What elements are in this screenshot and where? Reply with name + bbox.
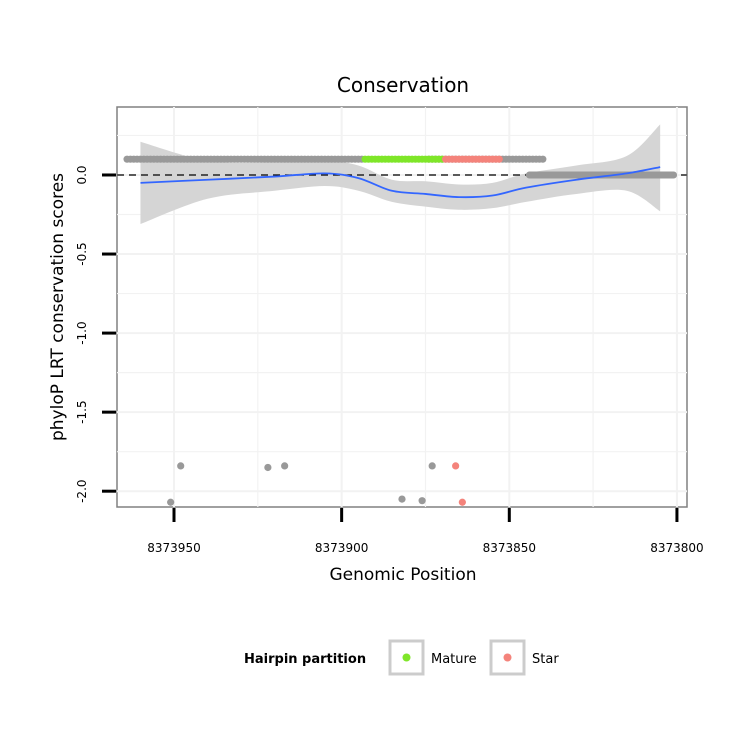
legend-label-star: Star <box>532 652 559 667</box>
smooth-trend-line <box>140 166 661 199</box>
legend-entry-mature: Mature <box>388 639 477 676</box>
point-other <box>398 495 406 503</box>
point-other <box>418 497 426 505</box>
x-tick-label: 8373950 <box>147 541 200 555</box>
point-other <box>177 462 185 470</box>
confidence-ribbon <box>140 124 661 224</box>
x-tick-label: 8373900 <box>315 541 368 555</box>
y-tick-label: -0.5 <box>75 242 89 265</box>
y-tick-label: 0.0 <box>75 165 89 184</box>
chart-title: Conservation <box>337 73 469 97</box>
legend-label-mature: Mature <box>431 652 477 667</box>
axes-layer: 8373950 8373900 8373850 8373800 0.0 -0.5 -1.0 -… <box>75 165 704 555</box>
point-other <box>167 498 175 506</box>
y-tick-label: -1.5 <box>75 400 89 423</box>
point-other <box>539 155 547 163</box>
legend-swatch-mature <box>402 653 411 662</box>
y-tick-label: -2.0 <box>75 479 89 502</box>
point-other <box>264 463 272 472</box>
legend-title: Hairpin partition <box>244 652 366 667</box>
x-axis-title: Genomic Position <box>329 565 476 585</box>
x-tick-label: 8373800 <box>650 541 703 555</box>
point-star <box>458 498 466 506</box>
legend-swatch-star <box>503 653 512 662</box>
legend: Hairpin partition Mature Star <box>244 639 559 676</box>
point-other <box>428 462 436 470</box>
smooth-line-layer <box>140 166 661 199</box>
legend-entry-star: Star <box>489 639 559 676</box>
point-other <box>281 462 289 470</box>
legend-key-star <box>489 639 526 676</box>
y-tick-label: -1.0 <box>75 321 89 344</box>
x-tick-label: 8373850 <box>483 541 536 555</box>
confidence-ribbon-layer <box>140 124 661 224</box>
y-axis-title: phyloP LRT conservation scores <box>48 173 68 441</box>
points-layer <box>123 155 678 506</box>
point-star <box>452 462 460 470</box>
point-star <box>495 155 503 163</box>
